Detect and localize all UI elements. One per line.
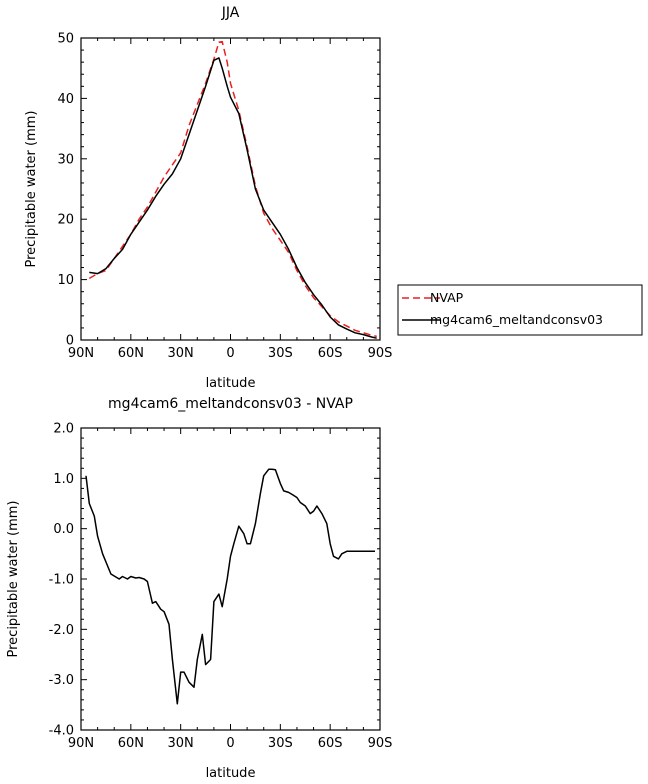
bottom-x-axis: 90N 60N 30N 0 30S 60S 90S [68,428,393,751]
top-y-axis-title: Precipitable water (mm) [24,111,39,268]
top-x-tick-label: 30N [168,346,194,361]
bottom-x-tick-label: 90N [68,736,94,751]
top-x-axis-title: latitude [206,376,256,391]
bottom-y-tick-label: -1.0 [49,573,74,588]
bottom-x-tick-label: 90S [368,736,393,751]
top-chart-title: JJA [221,5,240,21]
bottom-x-tick-label: 60S [318,736,343,751]
bottom-x-tick-label: 0 [226,736,234,751]
top-y-axis: 0 10 20 30 40 50 [57,32,380,349]
bottom-series-layer [85,468,375,705]
bottom-y-tick-label: -4.0 [49,724,74,739]
top-y-tick-label: 30 [57,152,74,167]
bottom-x-axis-title: latitude [206,766,256,781]
top-x-tick-label: 0 [226,346,234,361]
top-series-line-nvap [88,40,377,338]
bottom-panel: mg4cam6_meltandconsv03 - NVAP 90N 60N 30N 0… [6,396,392,781]
top-x-tick-label: 60S [318,346,343,361]
bottom-y-tick-label: -3.0 [49,673,74,688]
top-series-line-mg4cam6-meltandconsv03 [89,57,377,339]
legend: NVAP mg4cam6_meltandconsv03 [397,284,643,336]
top-x-tick-label: 60N [118,346,144,361]
top-panel: JJA 90N 60N 30N 0 30S 60S 90S 0 10 20 30 40 50 lati… [24,5,392,391]
top-y-tick-label: 40 [57,92,74,107]
top-y-tick-label: 10 [57,273,74,288]
bottom-y-axis-title: Precipitable water (mm) [6,501,21,658]
top-y-tick-label: 20 [57,213,74,228]
bottom-y-tick-label: 0.0 [53,522,74,537]
legend-label-nvap: NVAP [430,290,464,305]
bottom-chart-title: mg4cam6_meltandconsv03 - NVAP [108,396,353,412]
bottom-series-line-1 [85,468,375,705]
top-series-layer [88,40,377,339]
legend-label-model: mg4cam6_meltandconsv03 [430,312,603,327]
bottom-x-tick-label: 30N [168,736,194,751]
top-x-tick-label: 90N [68,346,94,361]
top-x-axis: 90N 60N 30N 0 30S 60S 90S [68,38,393,361]
legend-box [397,284,643,336]
top-x-tick-label: 90S [368,346,393,361]
bottom-x-tick-label: 60N [118,736,144,751]
bottom-y-tick-label: -2.0 [49,623,74,638]
top-x-tick-label: 30S [268,346,293,361]
top-y-tick-label: 0 [66,334,74,349]
top-y-tick-label: 50 [57,32,74,47]
bottom-y-tick-label: 1.0 [53,472,74,487]
bottom-y-tick-label: 2.0 [53,422,74,437]
bottom-y-axis: -4.0 -3.0 -2.0 -1.0 0.0 1.0 2.0 [49,422,380,739]
bottom-x-tick-label: 30S [268,736,293,751]
